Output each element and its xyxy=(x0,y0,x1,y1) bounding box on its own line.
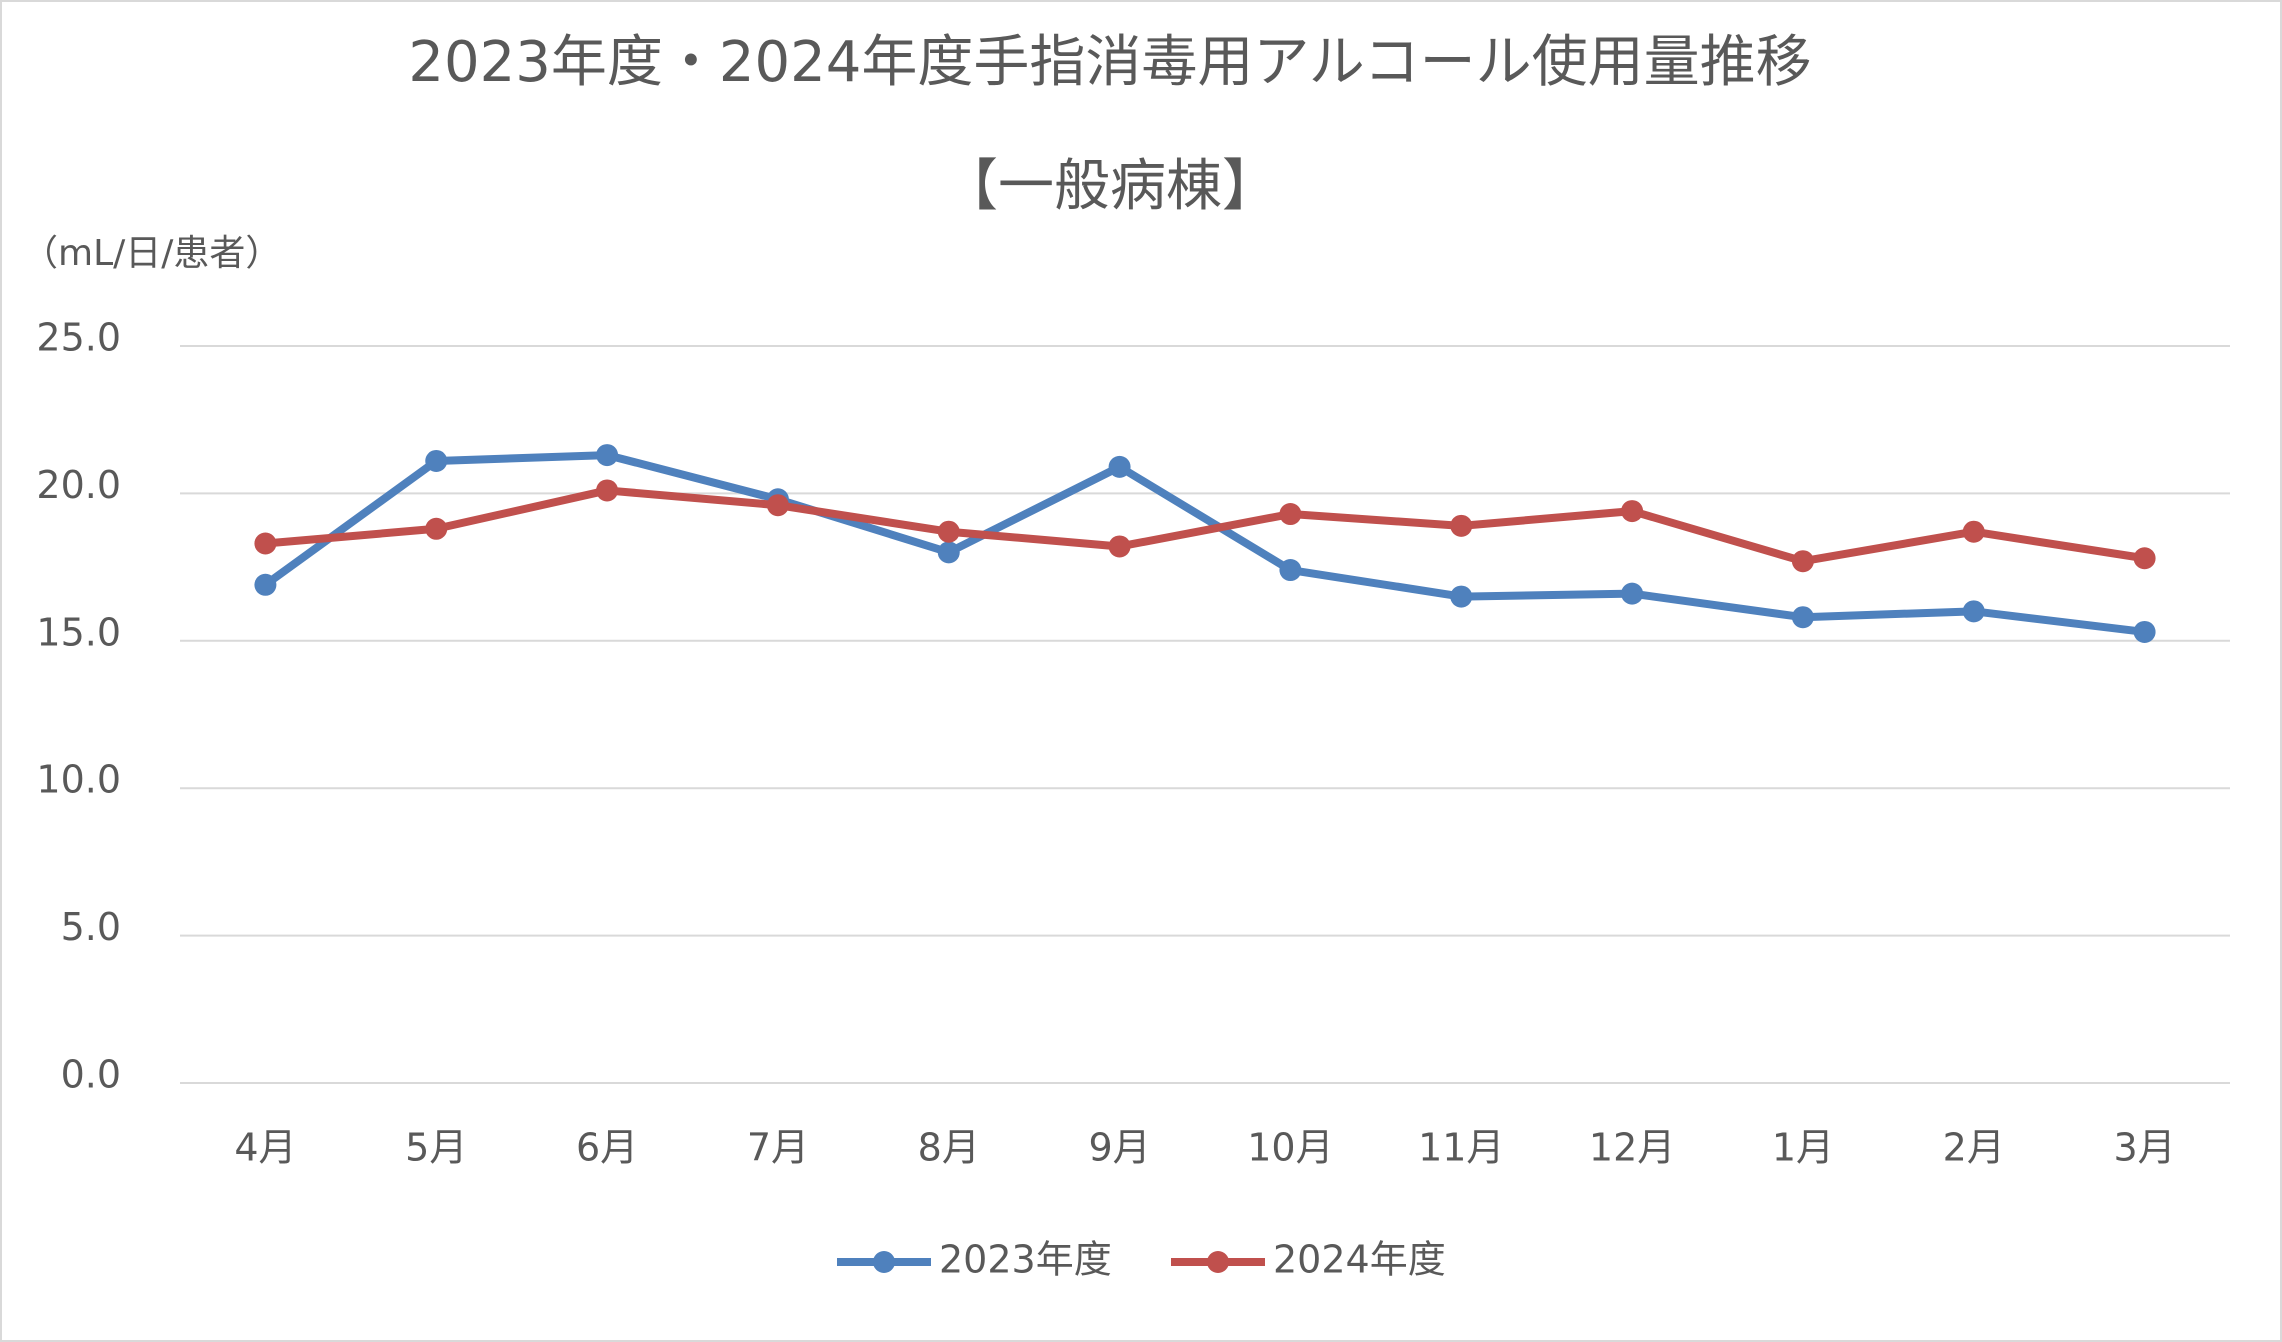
data-point xyxy=(1279,503,1302,526)
data-point xyxy=(425,449,448,472)
data-point xyxy=(1450,514,1473,537)
x-tick-label: 8月 xyxy=(918,1126,980,1170)
data-point xyxy=(2133,620,2156,643)
y-tick-label: 25.0 xyxy=(36,316,121,360)
y-axis-label: （mL/日/患者） xyxy=(22,233,281,274)
data-point xyxy=(1108,535,1131,558)
x-tick-label: 9月 xyxy=(1088,1126,1150,1170)
x-tick-label: 12月 xyxy=(1589,1126,1675,1170)
y-tick-label: 10.0 xyxy=(36,758,121,802)
legend-marker xyxy=(873,1251,895,1273)
y-tick-label: 5.0 xyxy=(61,905,121,949)
series-line xyxy=(263,451,2146,636)
x-tick-label: 6月 xyxy=(576,1126,638,1170)
data-point xyxy=(766,494,789,517)
data-point xyxy=(1279,559,1302,582)
y-tick-label: 20.0 xyxy=(36,463,121,507)
data-point xyxy=(596,479,619,502)
data-point xyxy=(1962,600,1985,623)
data-point xyxy=(937,520,960,543)
data-point xyxy=(596,444,619,467)
chart-title: 2023年度・2024年度手指消毒用アルコール使用量推移 xyxy=(408,30,1811,95)
legend-marker xyxy=(1207,1251,1229,1273)
legend-label: 2024年度 xyxy=(1273,1238,1446,1282)
data-point xyxy=(1621,582,1644,605)
x-tick-label: 4月 xyxy=(234,1126,296,1170)
x-tick-label: 2月 xyxy=(1943,1126,2005,1170)
data-point xyxy=(1621,500,1644,523)
data-point xyxy=(254,532,277,555)
data-point xyxy=(1450,585,1473,608)
data-point xyxy=(425,517,448,540)
x-tick-label: 3月 xyxy=(2113,1126,2175,1170)
data-point xyxy=(1791,606,1814,629)
data-point xyxy=(1962,520,1985,543)
data-point xyxy=(937,541,960,564)
chart-subtitle: 【一般病棟】 xyxy=(942,154,1278,219)
data-point xyxy=(254,573,277,596)
y-tick-label: 15.0 xyxy=(36,610,121,654)
x-tick-label: 10月 xyxy=(1247,1126,1333,1170)
series-line xyxy=(265,486,2146,566)
x-tick-label: 11月 xyxy=(1418,1126,1504,1170)
y-tick-label: 0.0 xyxy=(61,1053,121,1097)
x-tick-label: 7月 xyxy=(747,1126,809,1170)
x-tick-label: 1月 xyxy=(1772,1126,1834,1170)
data-point xyxy=(1108,455,1131,478)
data-point xyxy=(2133,547,2156,570)
data-point xyxy=(1791,550,1814,573)
legend-label: 2023年度 xyxy=(939,1238,1112,1282)
x-tick-label: 5月 xyxy=(405,1126,467,1170)
